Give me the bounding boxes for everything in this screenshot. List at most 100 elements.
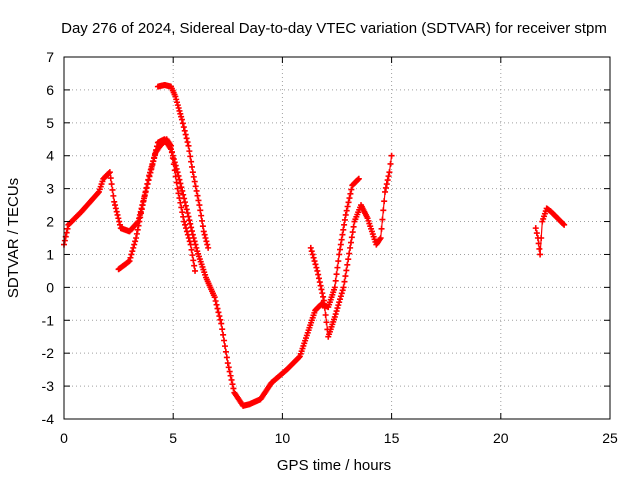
- y-tick-label: 3: [46, 181, 54, 197]
- data-point: [336, 251, 343, 258]
- data-point: [182, 221, 189, 228]
- data-point: [345, 256, 352, 263]
- data-point: [344, 261, 351, 268]
- series-group: [532, 205, 568, 258]
- data-point: [381, 198, 388, 205]
- data-point: [318, 286, 325, 293]
- data-point: [183, 135, 190, 142]
- data-point: [184, 139, 191, 146]
- data-point: [343, 267, 350, 274]
- data-point: [185, 235, 192, 241]
- data-point: [182, 202, 189, 209]
- data-point: [320, 293, 327, 300]
- data-point: [110, 192, 117, 199]
- data-point: [142, 189, 149, 196]
- data-point: [384, 177, 391, 184]
- data-point: [213, 301, 220, 308]
- x-axis-label: GPS time / hours: [277, 457, 391, 474]
- data-point: [332, 311, 339, 318]
- data-point: [139, 202, 146, 209]
- y-tick-label: 7: [46, 49, 54, 65]
- data-point: [116, 218, 123, 225]
- data-point: [134, 226, 141, 233]
- chart-title: Day 276 of 2024, Sidereal Day-to-day VTE…: [61, 20, 607, 37]
- data-point: [295, 354, 302, 361]
- data-point: [321, 304, 328, 311]
- data-point: [349, 229, 356, 236]
- data-point: [338, 236, 345, 243]
- data-point: [176, 107, 183, 114]
- data-point: [144, 180, 151, 187]
- data-point: [174, 102, 181, 109]
- data-point: [347, 239, 354, 246]
- data-point: [323, 319, 330, 326]
- data-point: [316, 279, 323, 286]
- data-point: [171, 167, 178, 174]
- data-point: [184, 209, 191, 216]
- data-point: [133, 235, 140, 241]
- data-point: [350, 223, 357, 230]
- data-point: [312, 261, 319, 268]
- data-point: [217, 316, 224, 323]
- data-point: [180, 124, 187, 131]
- data-point: [61, 237, 68, 244]
- data-point: [341, 216, 348, 223]
- data-point: [201, 231, 208, 238]
- data-point: [174, 99, 181, 106]
- data-point: [382, 184, 389, 191]
- data-point: [131, 241, 138, 248]
- data-point: [107, 175, 114, 182]
- data-point: [216, 313, 223, 320]
- y-tick-label: 0: [46, 279, 54, 295]
- y-tick-label: 1: [46, 246, 54, 262]
- data-point: [308, 248, 315, 255]
- data-point: [179, 209, 186, 216]
- data-point: [108, 181, 115, 188]
- data-point: [188, 246, 195, 253]
- data-point: [138, 206, 145, 213]
- y-tick-labels: -4 -3 -2 -1 0 1 2 3 4 5 6 7: [42, 49, 55, 427]
- data-point: [346, 250, 353, 257]
- series-group: [115, 136, 199, 274]
- data-point: [116, 221, 123, 228]
- data-point: [224, 360, 231, 367]
- data-point: [203, 238, 210, 245]
- data-point: [309, 251, 316, 258]
- data-point: [215, 309, 222, 316]
- data-point: [315, 271, 322, 278]
- data-point: [150, 158, 157, 165]
- data-point: [179, 120, 186, 127]
- y-axis-label: SDTVAR / TECUs: [5, 178, 22, 298]
- data-point: [188, 228, 195, 235]
- y-tick-label: 2: [46, 214, 54, 230]
- data-point: [177, 199, 184, 206]
- data-point: [200, 228, 207, 235]
- data-point: [177, 180, 184, 187]
- data-point: [106, 169, 113, 176]
- data-point: [127, 254, 134, 261]
- data-point: [146, 172, 153, 179]
- data-point: [178, 116, 185, 123]
- data-point: [347, 190, 354, 197]
- data-point: [198, 212, 205, 219]
- series-line: [63, 138, 360, 407]
- data-point: [63, 229, 70, 236]
- data-point: [193, 187, 200, 194]
- data-point: [136, 218, 143, 225]
- data-point: [170, 161, 177, 168]
- data-point: [199, 223, 206, 230]
- data-point: [341, 221, 348, 228]
- data-point: [168, 142, 175, 149]
- data-point: [227, 372, 234, 379]
- data-point: [204, 241, 211, 248]
- data-point: [532, 225, 539, 232]
- data-point: [135, 222, 142, 229]
- data-point: [561, 221, 568, 228]
- data-point: [225, 364, 232, 371]
- data-point: [342, 211, 349, 218]
- data-point: [174, 185, 181, 192]
- data-point: [143, 185, 150, 192]
- data-point: [385, 173, 392, 180]
- data-point: [337, 296, 344, 303]
- data-point: [315, 275, 322, 282]
